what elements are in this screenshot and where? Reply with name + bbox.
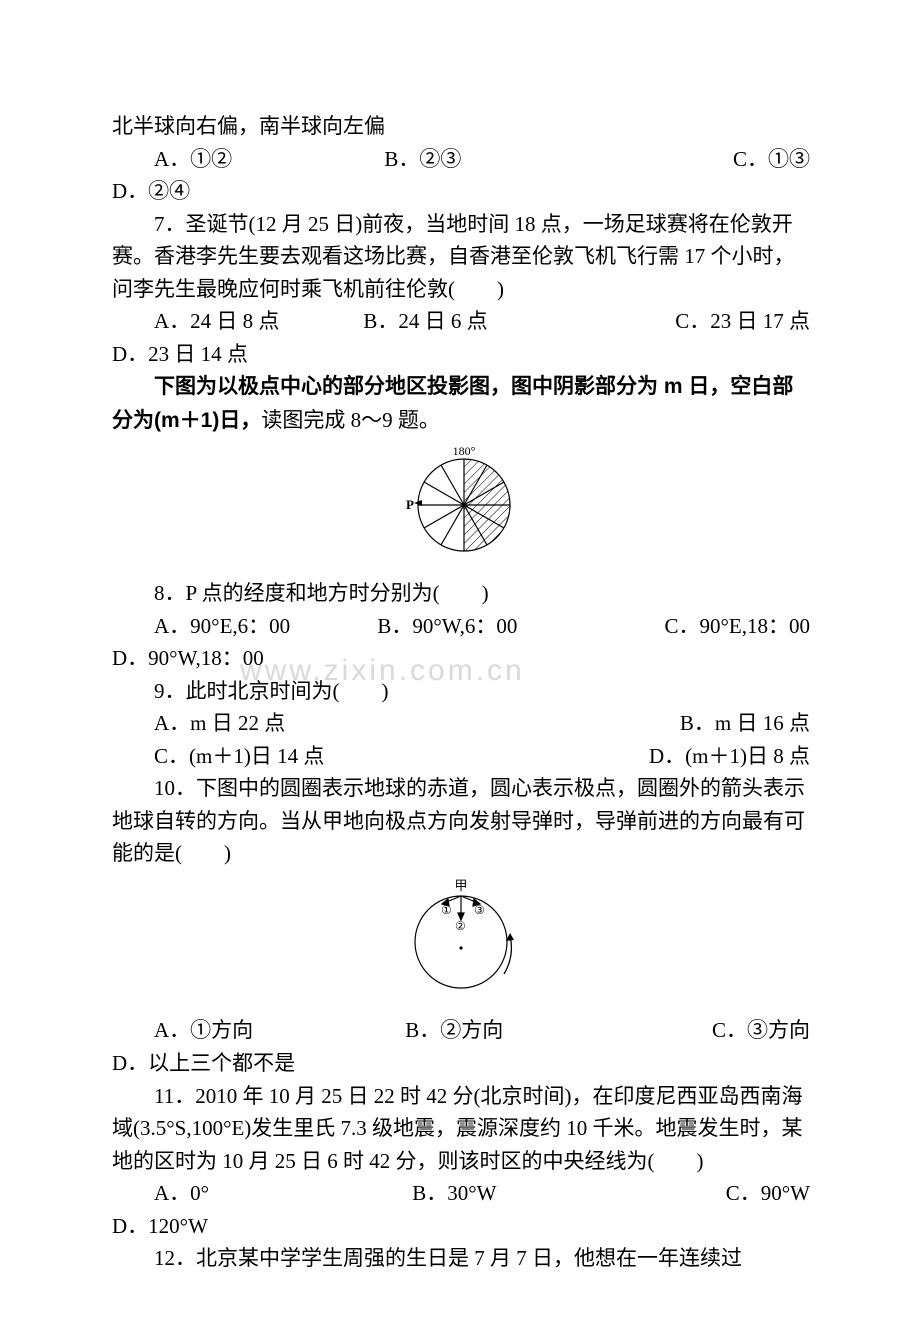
q6-options: A．①② B．②③ C．①③ [112,143,810,176]
q9-options-row1: A．m 日 22 点 B．m 日 16 点 [112,707,810,740]
fig10-label-2: ② [455,919,466,933]
q8-intro-bold: 下图为以极点中心的部分地区投影图，图中阴影部分为 m 日，空白部分为(m＋1)日… [112,375,793,432]
option-a: A．0° [112,1177,370,1210]
option-b: B．90°W,6：00 [335,610,558,643]
fig8-label-p: P [406,497,414,512]
option-a: A．90°E,6：00 [112,610,335,643]
option-a: A．24 日 8 点 [112,305,321,338]
fig10-label-top: 甲 [454,878,467,893]
option-d: D．90°W,18：00 [112,642,810,675]
option-b: B．24 日 6 点 [321,305,530,338]
fig8-label-180: 180° [453,444,476,458]
q8-intro-plain: 读图完成 8～9 题。 [261,408,440,432]
q9-text: 9．此时北京时间为( ) [112,675,810,708]
option-b: B．②③ [342,143,572,176]
option-b: B．m 日 16 点 [461,707,810,740]
q12-text: 12．北京某中学学生周强的生日是 7 月 7 日，他想在一年连续过 [112,1242,810,1275]
option-d: D．(m＋1)日 8 点 [461,740,810,773]
option-c: C．(m＋1)日 14 点 [112,740,461,773]
option-c: C．90°E,18：00 [559,610,810,643]
option-d: D．以上三个都不是 [112,1047,810,1080]
option-d: D．23 日 14 点 [112,338,810,371]
option-d: D．120°W [112,1210,810,1243]
option-a: A．①方向 [112,1014,363,1047]
q9-options-row2: C．(m＋1)日 14 点 D．(m＋1)日 8 点 [112,740,810,773]
q7-text: 7．圣诞节(12 月 25 日)前夜，当地时间 18 点，一场足球赛将在伦敦开赛… [112,208,810,306]
option-c: C．③方向 [587,1014,810,1047]
option-d: D．②④ [112,175,810,208]
figure-10: 甲 ① ② ③ [112,876,810,1011]
option-a: A．①② [112,143,342,176]
fig10-label-1: ① [441,903,452,917]
fig10-label-3: ③ [474,903,485,917]
q8-text: 8．P 点的经度和地方时分别为( ) [112,577,810,610]
option-c: C．①③ [573,143,810,176]
option-b: B．②方向 [363,1014,586,1047]
option-b: B．30°W [370,1177,586,1210]
q8-options: A．90°E,6：00 B．90°W,6：00 C．90°E,18：00 [112,610,810,643]
q10-text: 10．下图中的圆圈表示地球的赤道，圆心表示极点，圆圈外的箭头表示地球自转的方向。… [112,772,810,870]
option-c: C．90°W [587,1177,810,1210]
q10-options: A．①方向 B．②方向 C．③方向 [112,1014,810,1047]
option-c: C．23 日 17 点 [531,305,810,338]
q11-options: A．0° B．30°W C．90°W [112,1177,810,1210]
page-content: 北半球向右偏，南半球向左偏 A．①② B．②③ C．①③ D．②④ 7．圣诞节(… [112,110,810,1275]
q8-intro: 下图为以极点中心的部分地区投影图，图中阴影部分为 m 日，空白部分为(m＋1)日… [112,370,810,437]
q11-text: 11．2010 年 10 月 25 日 22 时 42 分(北京时间)，在印度尼… [112,1080,810,1178]
text-line: 北半球向右偏，南半球向左偏 [112,110,810,143]
q7-options: A．24 日 8 点 B．24 日 6 点 C．23 日 17 点 [112,305,810,338]
figure-8: 180° P [112,443,810,573]
option-a: A．m 日 22 点 [112,707,461,740]
